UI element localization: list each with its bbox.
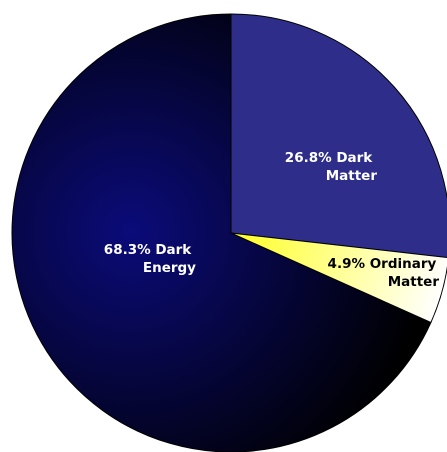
slice-dark-energy-label-line2: Energy (143, 260, 196, 276)
slice-dark-matter-label-line2: Matter (326, 168, 378, 184)
slice-ordinary-matter-label-line2: Matter (388, 274, 440, 290)
slice-dark-matter-label: 26.8% Dark Matter (285, 150, 378, 184)
slice-ordinary-matter-wedge (230, 232, 447, 324)
slice-dark-energy: 68.3% Dark Energy (11, 13, 432, 452)
slice-dark-energy-label: 68.3% Dark Energy (104, 242, 196, 276)
slice-dark-energy-wedge (11, 13, 432, 452)
slice-dark-energy-label-line1: 68.3% Dark (104, 242, 193, 258)
slice-ordinary-matter: 4.9% Ordinary Matter (230, 232, 447, 324)
slice-ordinary-matter-label: 4.9% Ordinary Matter (328, 256, 441, 290)
slice-dark-matter-wedge (230, 13, 447, 259)
slice-dark-matter-label-line1: 26.8% Dark (285, 150, 374, 166)
slice-dark-matter: 26.8% Dark Matter (230, 13, 447, 259)
slice-ordinary-matter-label-line1: 4.9% Ordinary (328, 256, 437, 272)
